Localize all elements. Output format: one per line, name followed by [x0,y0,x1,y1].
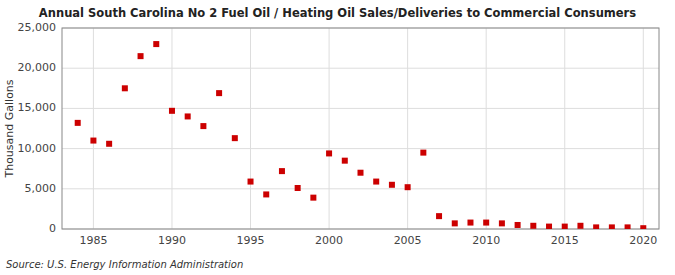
point [452,220,458,226]
x-tick-label: 1990 [158,234,186,247]
point [640,225,646,229]
y-axis-label: Thousand Gallons [3,79,16,178]
point [185,113,191,119]
x-grid-line [93,28,94,229]
point [342,158,348,164]
point [593,224,599,229]
x-tick-label: 2020 [629,234,657,247]
x-tick-label: 2000 [315,234,343,247]
y-grid-line [62,108,659,109]
point [279,168,285,174]
point [122,85,128,91]
point [405,184,411,190]
background [0,0,675,275]
x-grid-line [486,28,487,229]
point [75,120,81,126]
x-tick-label: 2005 [394,234,422,247]
chart: 0 5,000 10,000 15,000 20,000 25,000 1985 1990 19… [0,0,675,275]
x-tick-label: 2010 [472,234,500,247]
x-tick-label: 1985 [79,234,107,247]
point [106,141,112,147]
plot-frame [62,28,659,229]
points [75,41,647,229]
axes: 0 5,000 10,000 15,000 20,000 25,000 1985 1990 19… [18,21,660,247]
point [358,170,364,176]
point [295,185,301,191]
point [90,138,96,144]
point [530,223,536,229]
point [153,41,159,47]
point [420,150,426,156]
point [515,222,521,228]
source-note: Source: U.S. Energy Information Administ… [6,259,243,270]
point [232,135,238,141]
point [326,150,332,156]
point [577,223,583,229]
point [436,213,442,219]
point [546,224,552,229]
point [216,90,222,96]
point [263,191,269,197]
x-grid-line [250,28,251,229]
y-tick-label: 15,000 [18,101,57,114]
y-tick-label: 5,000 [25,182,57,195]
x-grid-line [564,28,565,229]
point [467,220,473,226]
point [483,220,489,226]
point [499,220,505,226]
y-grid-line [62,68,659,69]
point [200,123,206,129]
point [138,53,144,59]
point [248,179,254,185]
x-grid-line [643,28,644,229]
point [310,195,316,201]
y-tick-label: 20,000 [18,61,57,74]
y-tick-label: 0 [49,222,56,235]
x-tick-label: 1995 [237,234,265,247]
y-tick-label: 25,000 [18,21,57,34]
x-grid-line [171,28,172,229]
y-grid-line [62,188,659,189]
x-grid-line [407,28,408,229]
title: Annual South Carolina No 2 Fuel Oil / He… [39,6,636,20]
y-tick-label: 10,000 [18,142,57,155]
point [373,179,379,185]
point [389,182,395,188]
grid [62,28,659,229]
point [609,224,615,229]
point [625,224,631,229]
x-tick-label: 2015 [551,234,579,247]
point [562,224,568,229]
x-grid-line [329,28,330,229]
point [169,108,175,114]
y-grid-line [62,148,659,149]
